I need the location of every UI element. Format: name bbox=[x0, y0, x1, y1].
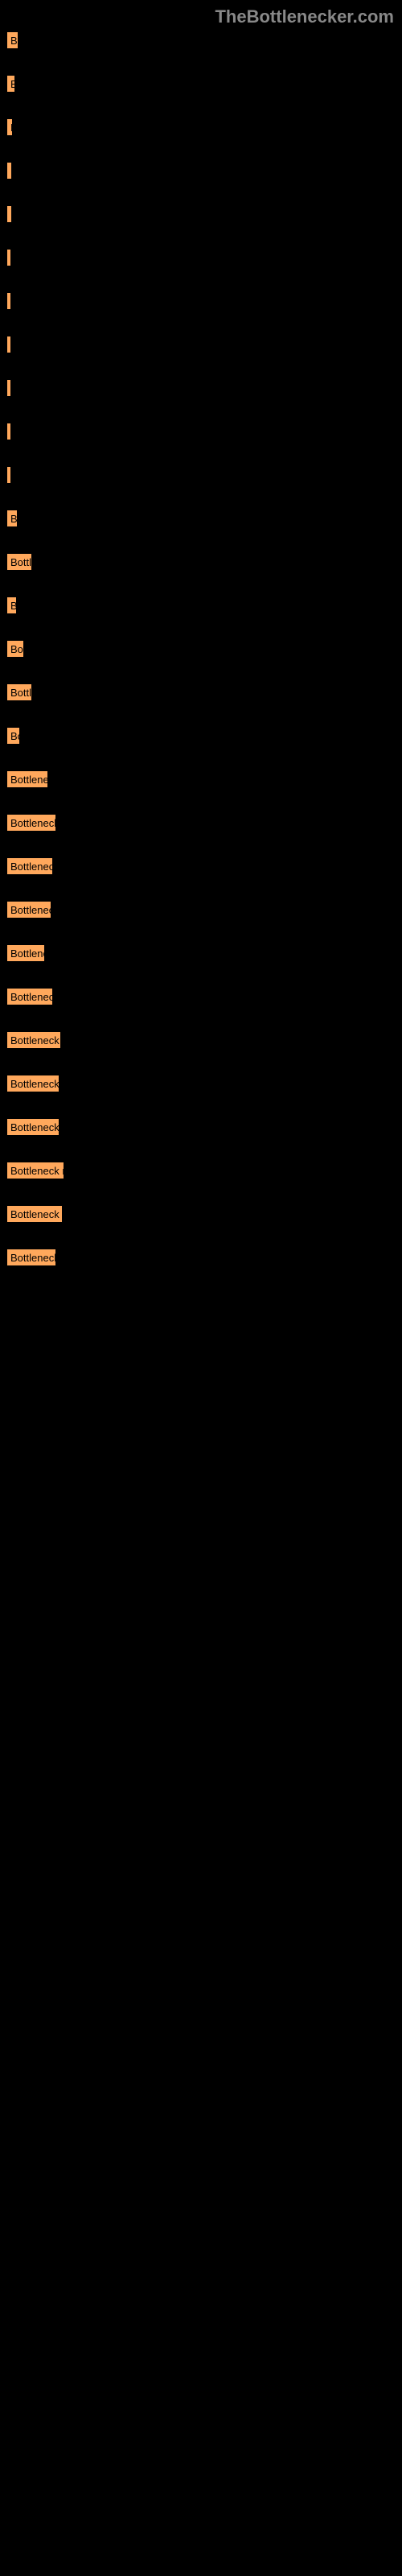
bar: Bottleneck result bbox=[6, 423, 11, 440]
bar-row: Bottleneck result bbox=[6, 291, 396, 311]
bar-row: Bottleneck result bbox=[6, 987, 396, 1006]
bar: Bottleneck result bbox=[6, 336, 11, 353]
bar-row: Bottleneck result bbox=[6, 422, 396, 441]
bar: Bottleneck result bbox=[6, 379, 11, 397]
bar-chart: Bottleneck result Bottleneck result Bottle… bbox=[0, 31, 402, 1267]
bar: Bottleneck result bbox=[6, 640, 24, 658]
bar: Bottleneck result bbox=[6, 31, 18, 49]
bar-row: Bottleneck result bbox=[6, 1117, 396, 1137]
bar: Bottleneck result bbox=[6, 857, 53, 875]
bar: Bottleneck result bbox=[6, 75, 15, 93]
watermark: TheBottlenecker.com bbox=[0, 0, 402, 31]
bar-row: Bottleneck result bbox=[6, 813, 396, 832]
bar: Bottleneck result bbox=[6, 814, 56, 832]
bar-row: Bottleneck result bbox=[6, 118, 396, 137]
bar-row: Bottleneck result bbox=[6, 770, 396, 789]
bar-row: Bottleneck result bbox=[6, 1248, 396, 1267]
bar: Bottleneck result bbox=[6, 901, 51, 919]
bar: Bottleneck result bbox=[6, 1031, 61, 1049]
bar-row: Bottleneck result bbox=[6, 1161, 396, 1180]
bar-row: Bottleneck result bbox=[6, 552, 396, 572]
bar: Bottleneck result bbox=[6, 1075, 59, 1092]
bar-row: Bottleneck result bbox=[6, 248, 396, 267]
bar: Bottleneck result bbox=[6, 683, 32, 701]
bar-row: Bottleneck result bbox=[6, 1030, 396, 1050]
bar-row: Bottleneck result bbox=[6, 74, 396, 93]
bar-row: Bottleneck result bbox=[6, 465, 396, 485]
bar: Bottleneck result bbox=[6, 1118, 59, 1136]
bar: Bottleneck result bbox=[6, 1205, 63, 1223]
bar-row: Bottleneck result bbox=[6, 900, 396, 919]
bar: Bottleneck result bbox=[6, 249, 11, 266]
bar-row: Bottleneck result bbox=[6, 509, 396, 528]
bar-row: Bottleneck result bbox=[6, 161, 396, 180]
bar: Bottleneck result bbox=[6, 466, 11, 484]
bar: Bottleneck result bbox=[6, 162, 12, 180]
bar-row: Bottleneck result bbox=[6, 204, 396, 224]
bar-row: Bottleneck result bbox=[6, 857, 396, 876]
bar-row: Bottleneck result bbox=[6, 683, 396, 702]
bar: Bottleneck result bbox=[6, 510, 18, 527]
bar-row: Bottleneck result bbox=[6, 726, 396, 745]
bar-row: Bottleneck result bbox=[6, 378, 396, 398]
bar: Bottleneck result bbox=[6, 553, 32, 571]
bar-row: Bottleneck result bbox=[6, 596, 396, 615]
bar-row: Bottleneck result bbox=[6, 335, 396, 354]
bar: Bottleneck result bbox=[6, 1162, 64, 1179]
bar: Bottleneck result bbox=[6, 770, 48, 788]
bar: Bottleneck result bbox=[6, 727, 20, 745]
bar: Bottleneck result bbox=[6, 292, 11, 310]
bar: Bottleneck result bbox=[6, 1249, 56, 1266]
bar-row: Bottleneck result bbox=[6, 1074, 396, 1093]
bar-row: Bottleneck result bbox=[6, 1204, 396, 1224]
bar: Bottleneck result bbox=[6, 944, 45, 962]
bar-row: Bottleneck result bbox=[6, 31, 396, 50]
bar-row: Bottleneck result bbox=[6, 639, 396, 658]
bar: Bottleneck result bbox=[6, 597, 17, 614]
bar: Bottleneck result bbox=[6, 118, 13, 136]
bar-row: Bottleneck result bbox=[6, 943, 396, 963]
bar: Bottleneck result bbox=[6, 988, 53, 1005]
bar: Bottleneck result bbox=[6, 205, 12, 223]
